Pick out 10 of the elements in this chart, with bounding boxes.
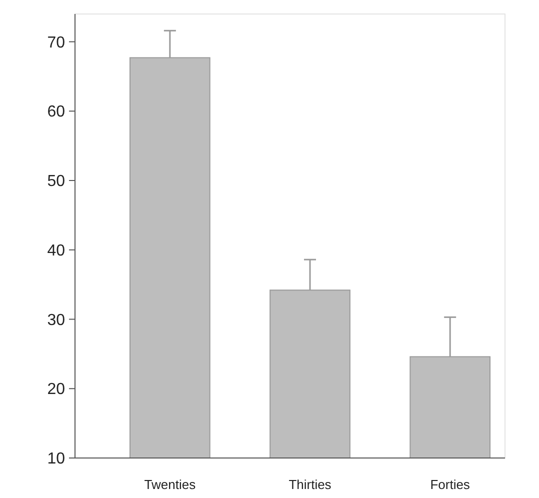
y-tick-label: 40 <box>47 242 66 260</box>
y-tick-label: 20 <box>47 381 66 398</box>
y-tick-label: 10 <box>47 450 66 468</box>
y-tick-label: 50 <box>47 173 66 190</box>
y-tick-label: 60 <box>47 104 66 121</box>
y-tick-label: 70 <box>47 34 66 52</box>
x-tick-label: Forties <box>430 477 470 492</box>
x-tick-label: Thirties <box>288 477 332 492</box>
x-tick-label: Twenties <box>144 477 196 492</box>
y-tick-label: 30 <box>47 312 66 329</box>
